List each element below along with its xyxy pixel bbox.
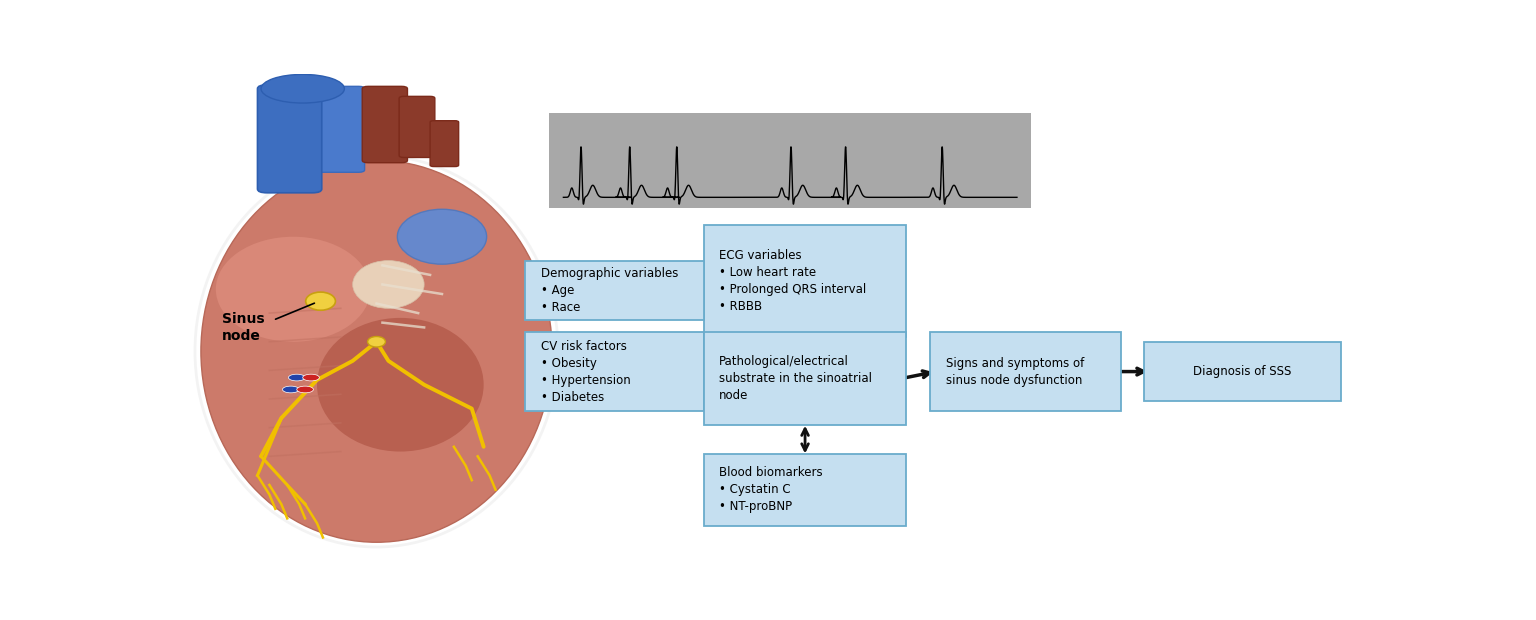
FancyBboxPatch shape: [362, 86, 407, 162]
FancyBboxPatch shape: [315, 86, 364, 172]
FancyBboxPatch shape: [258, 85, 321, 193]
FancyBboxPatch shape: [703, 225, 906, 337]
FancyBboxPatch shape: [430, 121, 459, 167]
Ellipse shape: [201, 161, 551, 542]
Ellipse shape: [353, 260, 424, 308]
Text: Blood biomarkers
• Cystatin C
• NT-proBNP: Blood biomarkers • Cystatin C • NT-proBN…: [719, 466, 823, 513]
FancyBboxPatch shape: [550, 113, 1031, 208]
Ellipse shape: [215, 237, 370, 342]
Circle shape: [289, 374, 306, 381]
Ellipse shape: [306, 292, 335, 310]
Text: Demographic variables
• Age
• Race: Demographic variables • Age • Race: [541, 267, 679, 314]
FancyBboxPatch shape: [929, 332, 1121, 411]
Ellipse shape: [367, 337, 386, 347]
Ellipse shape: [316, 318, 484, 451]
Text: Pathological/electrical
substrate in the sinoatrial
node: Pathological/electrical substrate in the…: [719, 355, 872, 402]
Text: Diagnosis of SSS: Diagnosis of SSS: [1193, 365, 1292, 378]
Text: CV risk factors
• Obesity
• Hypertension
• Diabetes: CV risk factors • Obesity • Hypertension…: [541, 340, 631, 404]
Circle shape: [303, 374, 319, 381]
Text: Sinus
node: Sinus node: [221, 312, 264, 342]
Circle shape: [283, 386, 300, 393]
Circle shape: [296, 386, 313, 393]
FancyBboxPatch shape: [399, 96, 435, 157]
FancyBboxPatch shape: [1144, 342, 1341, 401]
FancyBboxPatch shape: [525, 260, 703, 321]
Ellipse shape: [261, 74, 344, 103]
FancyBboxPatch shape: [703, 454, 906, 526]
Text: ECG variables
• Low heart rate
• Prolonged QRS interval
• RBBB: ECG variables • Low heart rate • Prolong…: [719, 249, 866, 313]
FancyBboxPatch shape: [525, 332, 703, 411]
Text: Signs and symptoms of
sinus node dysfunction: Signs and symptoms of sinus node dysfunc…: [946, 356, 1084, 387]
FancyBboxPatch shape: [703, 332, 906, 425]
Ellipse shape: [398, 210, 487, 264]
